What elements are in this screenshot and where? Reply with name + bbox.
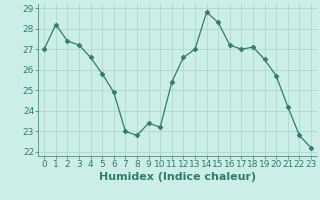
X-axis label: Humidex (Indice chaleur): Humidex (Indice chaleur) bbox=[99, 172, 256, 182]
